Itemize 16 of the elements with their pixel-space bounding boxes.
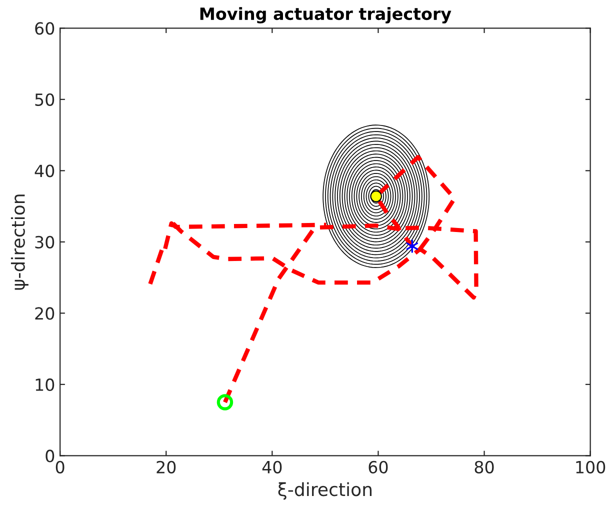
y-tick-label: 40 [34, 164, 54, 178]
x-tick-label: 20 [156, 460, 176, 474]
y-tick-label: 60 [35, 22, 54, 35]
x-tick-label: 100 [576, 460, 606, 474]
chart-title: Moving actuator trajectory [200, 7, 452, 24]
x-tick-label: 80 [474, 460, 494, 474]
x-axis-title: ξ-direction [278, 482, 372, 500]
x-tick-label: 0 [56, 460, 64, 474]
y-tick-label: 0 [46, 450, 54, 462]
y-tick-label: 30 [35, 236, 54, 248]
y-tick-label: 10 [36, 378, 54, 391]
y-axis-title: ψ-direction [10, 194, 28, 290]
x-tick-label: 40 [262, 460, 282, 474]
x-tick-label: 60 [368, 460, 388, 474]
y-tick-label: 50 [35, 93, 54, 106]
y-tick-label: 20 [35, 307, 54, 320]
